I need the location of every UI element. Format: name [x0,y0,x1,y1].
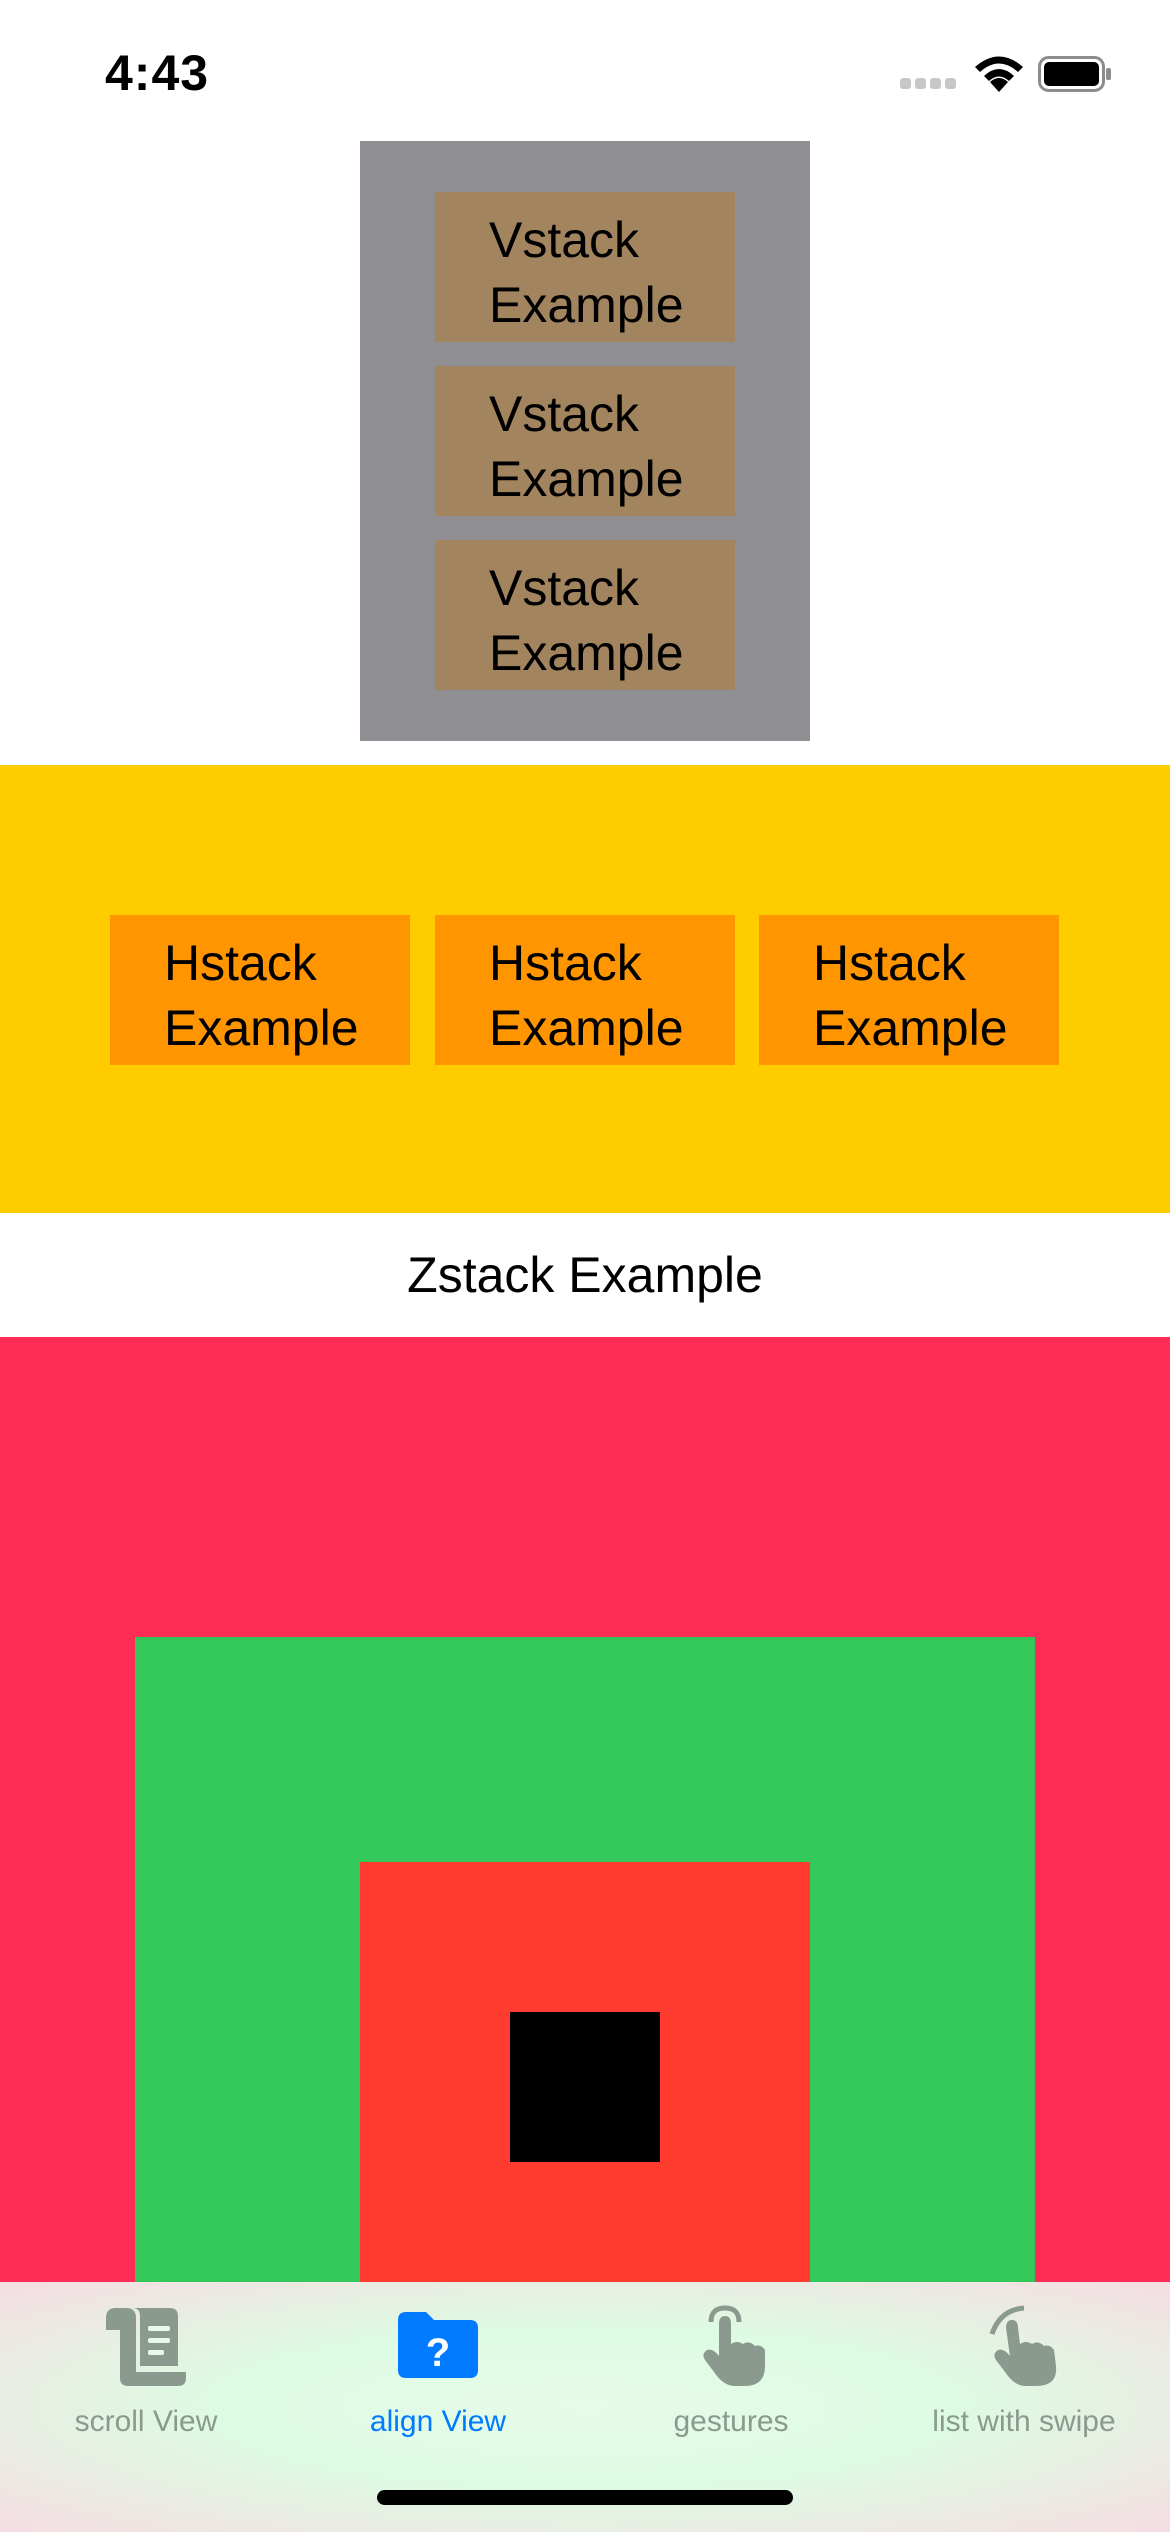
hstack-item-line1: Hstack [164,935,317,991]
vstack-item-line2: Example [489,451,684,507]
vstack-item-line1: Vstack [489,560,640,616]
vstack-item-line1: Vstack [489,386,640,442]
hstack-item: Hstack Example [759,915,1059,1065]
hstack-item-line2: Example [164,1000,359,1056]
folder-question-icon: ? [398,2312,478,2378]
tab-scroll-view[interactable]: scroll View [0,2282,292,2482]
zstack-inner-square [510,2012,660,2162]
status-time: 4:43 [105,45,210,101]
tab-label: scroll View [74,2405,218,2438]
vstack-item: Vstack Example [435,540,735,690]
scroll-icon [106,2308,186,2386]
vstack-item: Vstack Example [435,192,735,342]
svg-text:?: ? [426,2331,450,2375]
hstack-item-line1: Hstack [489,935,642,991]
battery-icon [1038,56,1111,92]
signal-icon [900,76,960,92]
vstack-item-line2: Example [489,277,684,333]
tab-list-with-swipe[interactable]: list with swipe [878,2282,1170,2482]
tab-label: align View [369,2405,507,2438]
tab-gestures[interactable]: gestures [584,2282,878,2482]
vstack-item-line1: Vstack [489,212,640,268]
hstack-item: Hstack Example [110,915,410,1065]
hstack-item-line2: Example [813,1000,1008,1056]
hand-tap-icon [703,2305,765,2386]
zstack-title: Zstack Example [407,1247,763,1303]
vstack-item-line2: Example [489,625,684,681]
hstack-item-line2: Example [489,1000,684,1056]
tab-label: list with swipe [932,2405,1116,2438]
vstack-item: Vstack Example [435,366,735,516]
tab-align-view[interactable]: ? align View [292,2282,584,2482]
home-indicator[interactable] [377,2490,793,2505]
hand-swipe-icon [989,2305,1057,2386]
tab-label: gestures [673,2405,789,2438]
status-bar: 4:43 [0,0,1170,140]
hstack-item-line1: Hstack [813,935,966,991]
hstack-item: Hstack Example [435,915,735,1065]
wifi-icon [975,56,1023,92]
